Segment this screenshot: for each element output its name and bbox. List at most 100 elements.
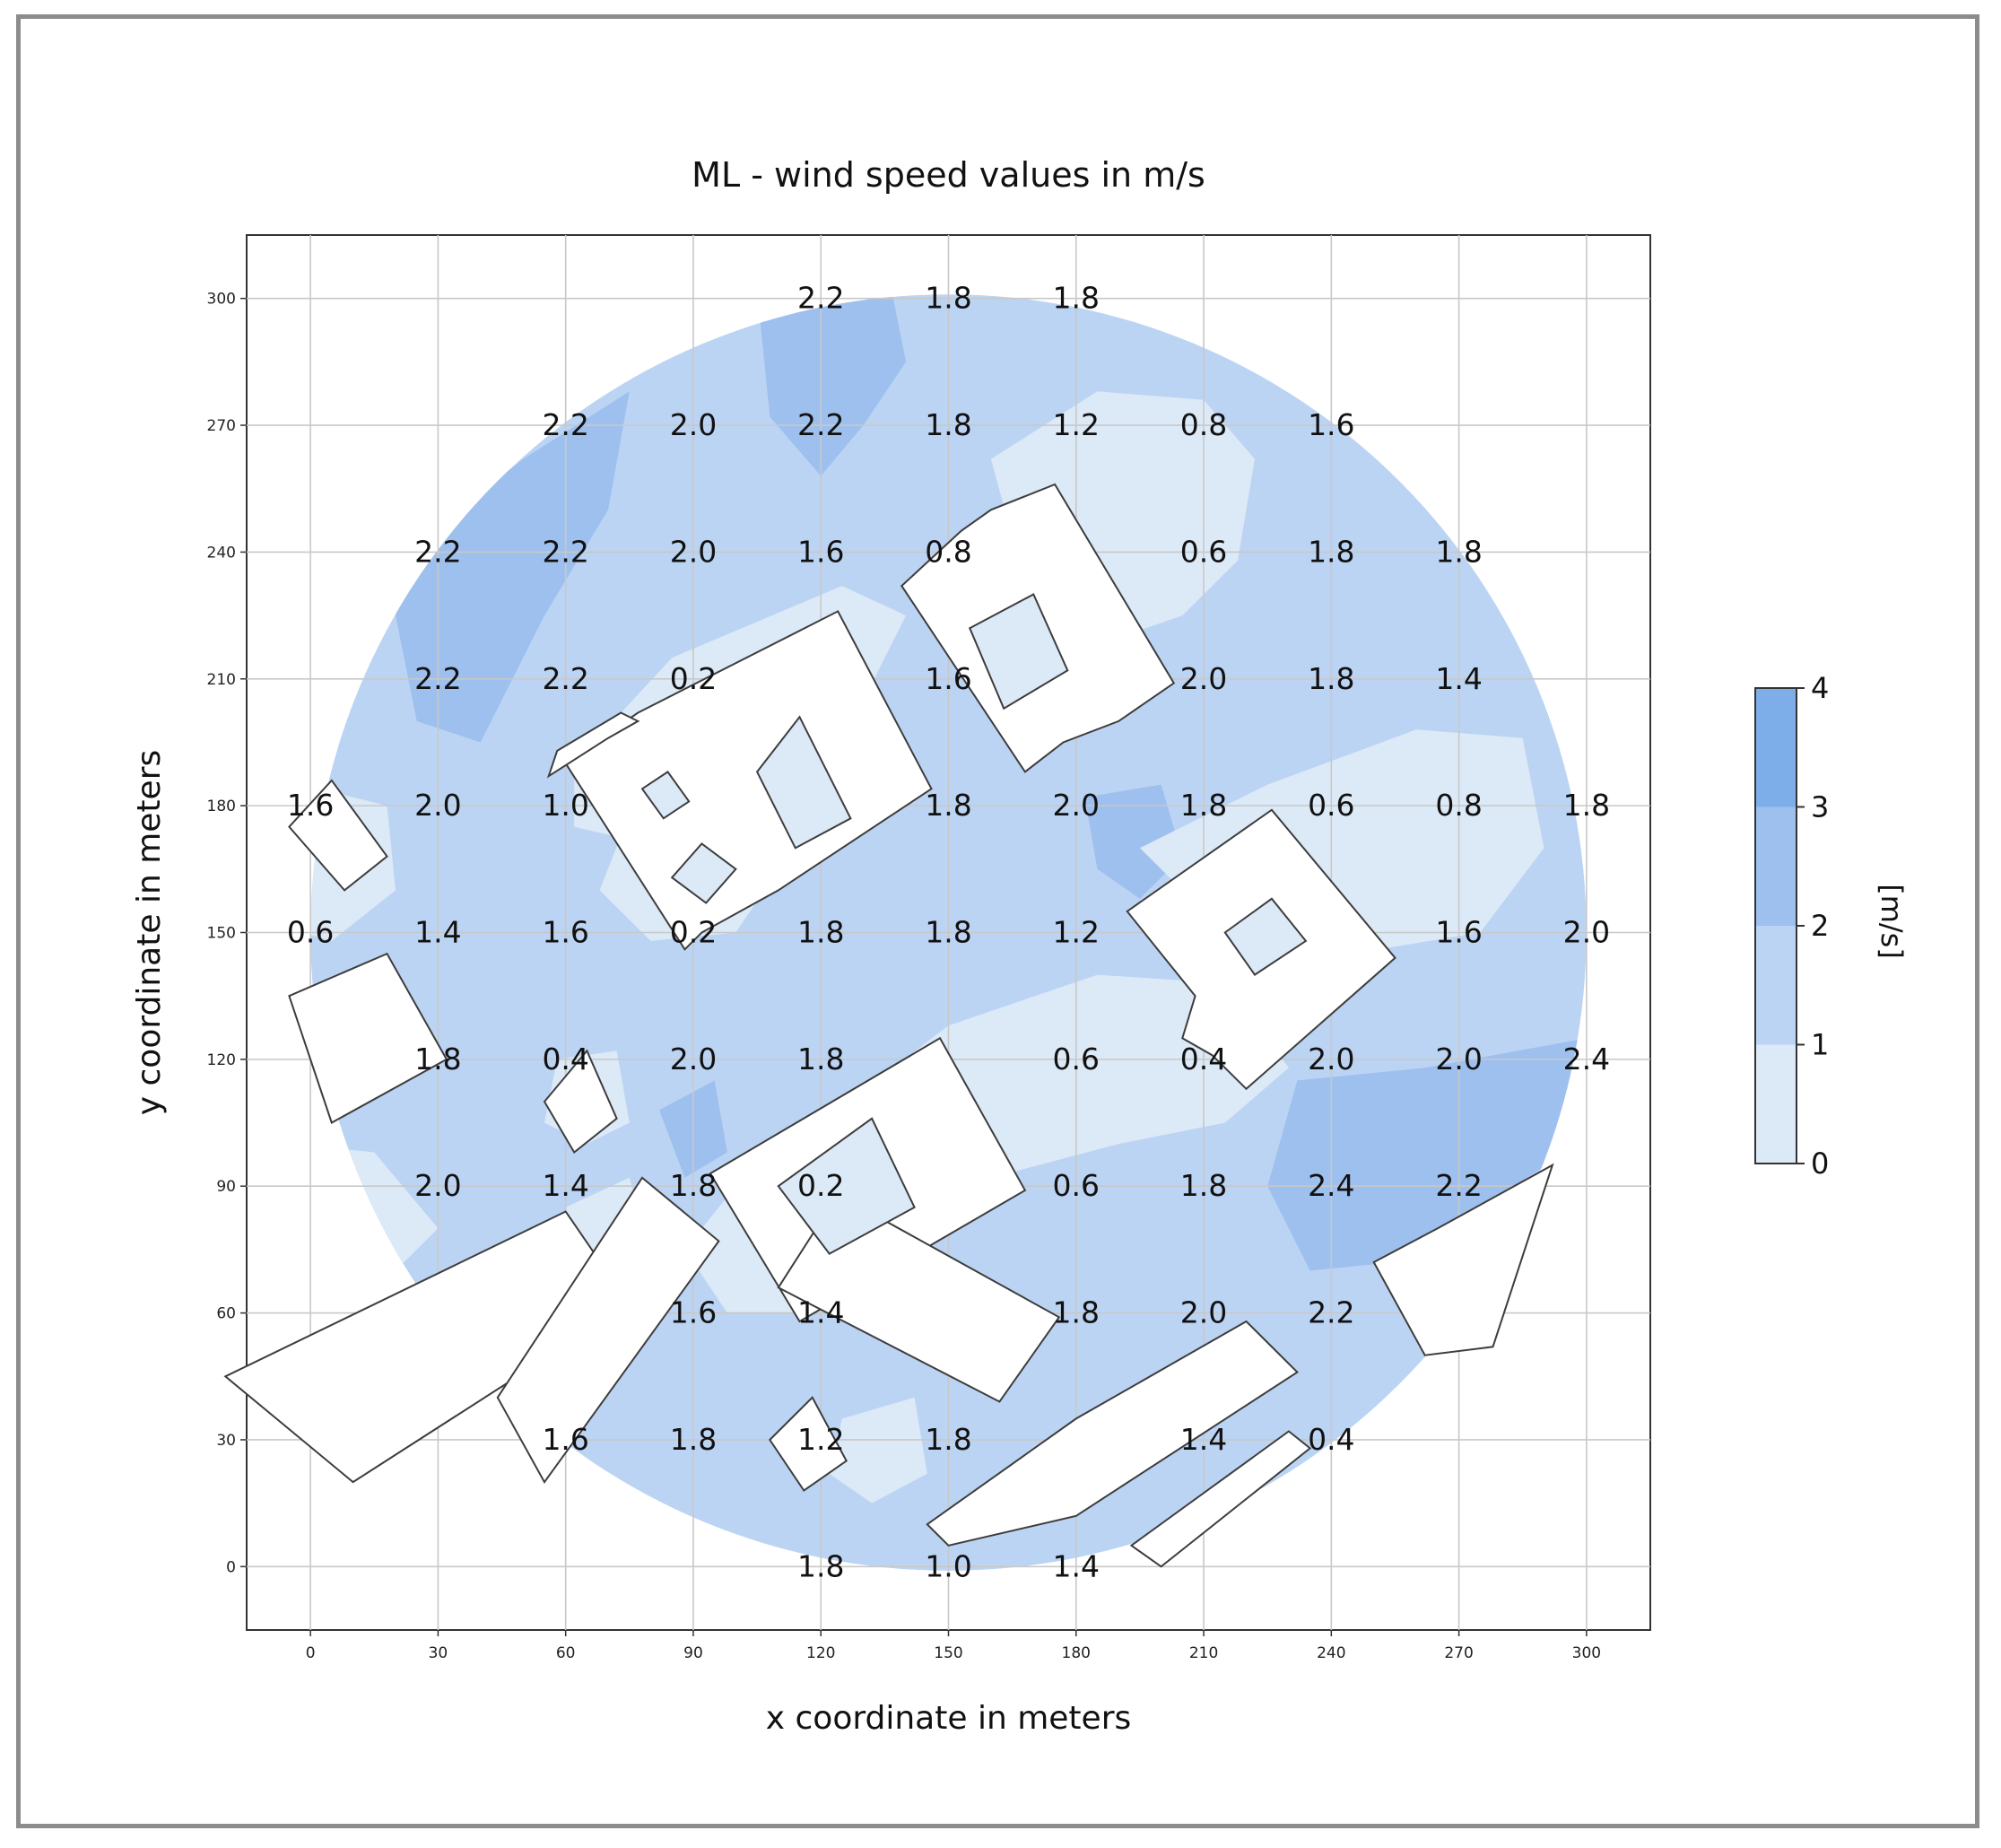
chart-title: ML - wind speed values in m/s xyxy=(692,155,1205,195)
x-ticks: 0 30 60 90 120 150 180 210 240 270 300 xyxy=(306,1630,1601,1662)
value-label: 0.2 xyxy=(797,1168,844,1203)
x-tick-label: 60 xyxy=(556,1644,576,1662)
calm-wind-zone xyxy=(829,1397,927,1504)
y-tick-label: 30 xyxy=(216,1432,236,1450)
colorbar-segment xyxy=(1755,926,1797,1045)
value-label: 1.6 xyxy=(542,1422,588,1457)
y-tick-label: 60 xyxy=(216,1305,236,1323)
value-label: 2.0 xyxy=(670,534,717,569)
value-label: 1.8 xyxy=(797,1042,844,1077)
building xyxy=(496,1176,720,1484)
value-label: 0.4 xyxy=(542,1042,588,1077)
strong-wind-zone xyxy=(396,391,630,743)
value-label: 1.6 xyxy=(797,534,844,569)
value-label: 1.2 xyxy=(797,1422,844,1457)
value-label: 1.8 xyxy=(797,915,844,950)
value-label: 2.2 xyxy=(414,661,461,696)
y-tick-label: 240 xyxy=(207,544,236,562)
courtyard xyxy=(968,593,1069,710)
value-label: 2.0 xyxy=(670,1042,717,1077)
value-label: 1.8 xyxy=(414,1042,461,1077)
building xyxy=(1129,1430,1312,1568)
x-tick-label: 300 xyxy=(1572,1644,1601,1662)
building xyxy=(926,1320,1299,1547)
value-label: 1.4 xyxy=(1435,661,1482,696)
value-label: 1.8 xyxy=(1308,534,1354,569)
value-label: 1.8 xyxy=(797,1548,844,1583)
value-label: 2.0 xyxy=(1308,1042,1354,1077)
value-labels: 2.2 1.8 1.8 2.2 2.0 2.2 1.8 1.2 0.8 1.6 2.2 2.2 2.0 1… xyxy=(287,281,1610,1584)
x-tick-label: 90 xyxy=(683,1644,703,1662)
value-label: 0.2 xyxy=(670,915,717,950)
y-axis-label: y coordinate in meters xyxy=(131,750,168,1116)
value-label: 1.6 xyxy=(542,915,588,950)
building xyxy=(546,711,640,779)
value-label: 2.2 xyxy=(414,534,461,569)
value-label: 2.0 xyxy=(1563,915,1610,950)
building xyxy=(769,1396,848,1492)
value-label: 2.2 xyxy=(797,407,844,442)
colorbar-segment xyxy=(1755,688,1797,807)
value-label: 1.0 xyxy=(925,1548,971,1583)
colorbar-tick-label: 0 xyxy=(1811,1146,1829,1181)
courtyard xyxy=(670,842,737,904)
value-label: 0.6 xyxy=(1053,1168,1100,1203)
colorbar-tick-label: 4 xyxy=(1811,671,1829,705)
y-tick-label: 210 xyxy=(207,671,236,689)
value-label: 0.4 xyxy=(1308,1422,1354,1457)
value-label: 1.8 xyxy=(670,1422,717,1457)
x-tick-label: 240 xyxy=(1317,1644,1345,1662)
value-label: 1.8 xyxy=(925,1422,971,1457)
building xyxy=(1372,1163,1554,1356)
colorbar-segment xyxy=(1755,1044,1797,1164)
colorbar-label: [m/s] xyxy=(1875,884,1909,959)
value-label: 1.4 xyxy=(1053,1548,1100,1583)
building xyxy=(288,952,448,1124)
x-tick-label: 0 xyxy=(306,1644,316,1662)
value-label: 1.6 xyxy=(1435,915,1482,950)
y-tick-label: 270 xyxy=(207,417,236,435)
value-label: 2.0 xyxy=(414,788,461,823)
value-label: 2.2 xyxy=(1435,1168,1482,1203)
x-tick-label: 120 xyxy=(806,1644,835,1662)
value-label: 1.6 xyxy=(925,661,971,696)
value-label: 2.0 xyxy=(670,407,717,442)
value-label: 0.4 xyxy=(1180,1042,1227,1077)
x-tick-label: 30 xyxy=(429,1644,448,1662)
value-label: 1.4 xyxy=(542,1168,588,1203)
value-label: 1.8 xyxy=(1563,788,1610,823)
strong-wind-zone xyxy=(1267,1038,1587,1271)
value-label: 1.6 xyxy=(1308,407,1354,442)
value-label: 1.8 xyxy=(1180,788,1227,823)
y-ticks: 0 30 60 90 120 150 180 210 240 270 300 xyxy=(207,291,247,1576)
colorbar-segment xyxy=(1755,806,1797,926)
x-tick-label: 210 xyxy=(1189,1644,1218,1662)
value-label: 0.8 xyxy=(925,534,971,569)
y-tick-label: 120 xyxy=(207,1051,236,1069)
value-label: 1.4 xyxy=(1180,1422,1227,1457)
value-label: 1.8 xyxy=(1053,1295,1100,1330)
x-tick-label: 270 xyxy=(1444,1644,1473,1662)
value-label: 1.8 xyxy=(925,281,971,316)
y-tick-label: 180 xyxy=(207,798,236,815)
value-label: 1.8 xyxy=(1308,661,1354,696)
value-label: 1.2 xyxy=(1053,915,1100,950)
colorbar: 0 1 2 3 4 xyxy=(1754,671,1829,1181)
value-label: 1.8 xyxy=(925,788,971,823)
value-label: 0.6 xyxy=(1053,1042,1100,1077)
y-tick-label: 150 xyxy=(207,925,236,943)
value-label: 0.2 xyxy=(670,661,717,696)
value-label: 0.6 xyxy=(1308,788,1354,823)
y-tick-label: 300 xyxy=(207,291,236,309)
value-label: 2.4 xyxy=(1308,1168,1354,1203)
value-label: 2.2 xyxy=(797,281,844,316)
building xyxy=(288,779,388,892)
courtyard xyxy=(755,715,852,850)
building xyxy=(552,610,933,951)
strong-wind-zone xyxy=(1084,784,1183,899)
value-label: 1.8 xyxy=(925,407,971,442)
value-label: 1.6 xyxy=(287,788,334,823)
value-label: 1.8 xyxy=(1180,1168,1227,1203)
value-label: 2.0 xyxy=(1180,1295,1227,1330)
